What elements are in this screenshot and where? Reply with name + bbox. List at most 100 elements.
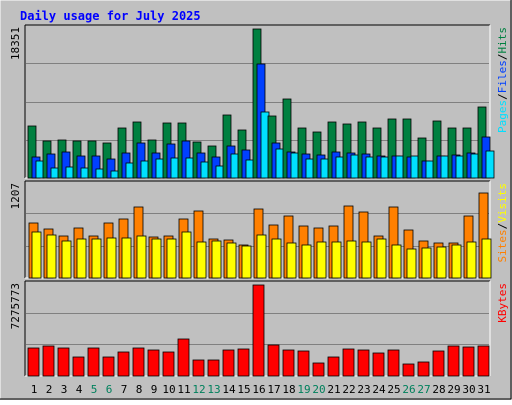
bar-visits-day-11 [181,231,192,279]
bar-kbytes-day-30 [462,346,475,377]
bar-kbytes-day-23 [357,349,370,377]
bar-kbytes-day-25 [387,349,400,377]
legend: Pages/Files/Hits [496,27,509,133]
bar-visits-day-12 [196,241,207,279]
bar-visits-day-25 [391,244,402,279]
legend: KBytes [496,283,509,323]
bar-visits-day-21 [331,241,342,279]
bar-kbytes-day-4 [72,356,85,377]
bar-visits-day-17 [271,238,282,279]
bar-kbytes-day-15 [237,348,250,377]
bar-visits-day-14 [226,242,237,279]
bar-visits-day-7 [121,237,132,279]
day-label-20: 20 [312,383,325,396]
day-label-6: 6 [106,383,113,396]
day-label-7: 7 [121,383,128,396]
bar-kbytes-day-6 [102,356,115,377]
bar-visits-day-22 [346,240,357,279]
bar-visits-day-29 [451,244,462,279]
bar-kbytes-day-28 [432,350,445,377]
bar-kbytes-day-11 [177,338,190,377]
bar-kbytes-day-18 [282,349,295,377]
bar-kbytes-day-26 [402,363,415,377]
bar-visits-day-20 [316,241,327,279]
bar-visits-day-23 [361,241,372,279]
panel-kbytes: 7275773 KBytes [9,280,509,377]
day-label-28: 28 [432,383,445,396]
day-label-25: 25 [387,383,400,396]
day-label-24: 24 [372,383,386,396]
legend-sites: Sites [496,229,509,262]
bar-kbytes-day-31 [477,345,490,377]
day-labels: 1 2 3 4 5 6 7 8 9 10 11 12 13 14 15 16 17 18 19 20 21 22 23 24 2… [31,383,491,396]
day-label-31: 31 [477,383,490,396]
day-label-2: 2 [46,383,53,396]
bar-kbytes-day-3 [57,347,70,377]
legend: Sites/Visits [496,183,509,263]
bar-kbytes-day-16 [252,284,265,377]
bar-kbytes-day-13 [207,359,220,377]
panel-visits_sites: 1207 Sites/Visits [9,180,509,279]
bar-kbytes-day-9 [147,349,160,377]
bar-visits-day-26 [406,248,417,279]
bar-kbytes-day-7 [117,351,130,377]
bar-kbytes-day-14 [222,349,235,377]
bar-visits-day-2 [46,234,57,279]
bar-visits-day-27 [421,247,432,279]
bar-pages-day-31 [485,150,495,179]
day-label-10: 10 [162,383,175,396]
bar-visits-day-18 [286,242,297,279]
bar-kbytes-day-21 [327,356,340,377]
bar-kbytes-day-22 [342,348,355,377]
bar-visits-day-4 [76,238,87,279]
bar-visits-day-19 [301,244,312,279]
day-label-5: 5 [91,383,98,396]
bar-kbytes-day-20 [312,362,325,377]
legend-hits: Hits [496,27,509,54]
bar-kbytes-day-24 [372,352,385,377]
bar-visits-day-16 [256,234,267,279]
legend-pages: Pages [496,100,509,133]
day-label-26: 26 [402,383,415,396]
day-label-11: 11 [177,383,190,396]
bar-visits-day-31 [481,238,492,279]
day-label-22: 22 [342,383,355,396]
bar-kbytes-day-1 [27,347,40,377]
legend-separator: / [496,223,509,230]
legend-separator: / [496,54,509,61]
day-label-30: 30 [462,383,475,396]
day-label-19: 19 [297,383,310,396]
day-label-17: 17 [267,383,280,396]
bar-visits-day-3 [61,240,72,279]
legend-files: Files [496,60,509,93]
bar-visits-day-10 [166,238,177,279]
day-label-29: 29 [447,383,460,396]
bar-kbytes-day-10 [162,351,175,377]
bar-kbytes-day-2 [42,345,55,377]
bar-kbytes-day-5 [87,347,100,377]
day-label-14: 14 [222,383,236,396]
bar-visits-day-15 [241,245,252,279]
bar-kbytes-day-17 [267,344,280,377]
y-max-label: 7275773 [9,283,22,329]
legend-separator: / [496,93,509,100]
day-label-15: 15 [237,383,250,396]
day-label-8: 8 [136,383,143,396]
day-label-12: 12 [192,383,205,396]
bar-visits-day-28 [436,246,447,279]
y-max-label: 18351 [9,27,22,60]
day-label-4: 4 [76,383,83,396]
y-max-label: 1207 [9,183,22,210]
chart-title: Daily usage for July 2025 [20,9,201,23]
day-label-13: 13 [207,383,220,396]
day-label-23: 23 [357,383,370,396]
day-label-21: 21 [327,383,340,396]
bar-kbytes-day-27 [417,361,430,377]
bar-visits-day-5 [91,238,102,279]
bar-kbytes-day-12 [192,359,205,377]
bar-visits-day-9 [151,238,162,279]
day-label-1: 1 [31,383,38,396]
chart-panels: 18351Pages/Files/Hits1207Sites/Visits727… [9,24,509,377]
